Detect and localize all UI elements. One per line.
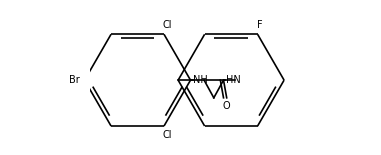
Text: Br: Br (69, 75, 80, 85)
Text: Cl: Cl (163, 131, 172, 140)
Text: Cl: Cl (163, 20, 172, 30)
Text: HN: HN (226, 75, 240, 85)
Text: O: O (222, 101, 230, 111)
Text: NH: NH (193, 75, 208, 85)
Text: F: F (256, 20, 262, 30)
